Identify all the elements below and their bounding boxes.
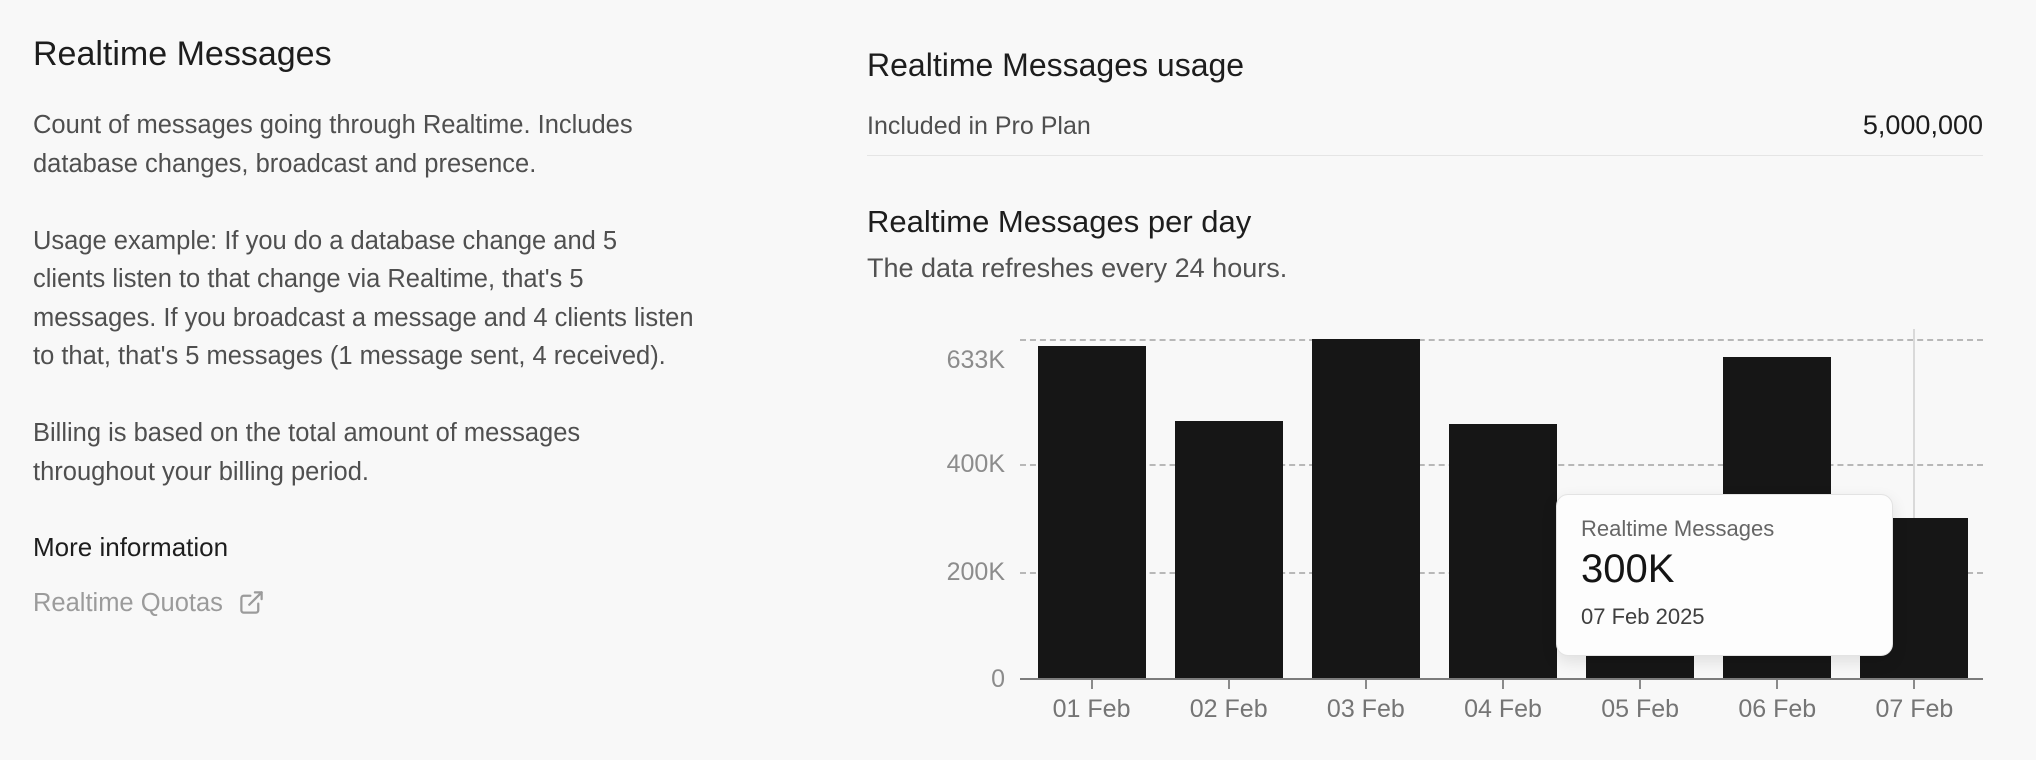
section-usage: Realtime Messages usage Included in Pro … [867, 0, 1983, 743]
bar-03-feb[interactable] [1311, 339, 1420, 679]
x-axis-label-05-feb: 05 Feb [1601, 695, 1680, 723]
bar-04-feb[interactable] [1449, 423, 1557, 679]
realtime-messages-chart: Realtime Messages 300K 07 Feb 2025 0 200K… [867, 329, 1983, 743]
description-paragraph-1: Count of messages going through Realtime… [33, 111, 633, 178]
x-axis-line [1020, 678, 1983, 680]
section-description: Realtime Messages Count of messages goin… [33, 30, 783, 620]
chart-plot-area[interactable]: Realtime Messages 300K 07 Feb 2025 0 200K… [947, 329, 1983, 723]
x-axis-tick-05-feb [1639, 680, 1642, 689]
page-title: Realtime Messages [33, 35, 332, 73]
y-axis-label-633k: 633K [946, 346, 1005, 374]
x-axis-tick-03-feb [1364, 680, 1367, 689]
y-axis-label-400k: 400K [946, 450, 1005, 479]
x-axis-label-02-feb: 02 Feb [1189, 695, 1268, 723]
tooltip-series-name: Realtime Messages [1581, 516, 1775, 541]
x-axis-tick-06-feb [1776, 680, 1779, 689]
gridline-633k [1020, 339, 1983, 341]
x-axis-tick-02-feb [1227, 680, 1230, 689]
tooltip-date: 07 Feb 2025 [1581, 604, 1705, 629]
x-axis-tick-04-feb [1502, 680, 1504, 689]
y-axis-label-200k: 200K [946, 557, 1005, 586]
external-link-icon [238, 589, 265, 616]
bar-01-feb[interactable] [1037, 345, 1146, 679]
x-axis-label-03-feb: 03 Feb [1326, 695, 1405, 723]
quota-plan-label: Included in Pro Plan [867, 112, 1091, 140]
refresh-note: The data refreshes every 24 hours. [867, 253, 1288, 283]
per-day-title: Realtime Messages per day [867, 204, 1252, 239]
realtime-quotas-link[interactable]: Realtime Quotas [33, 586, 265, 620]
x-axis-label-01-feb: 01 Feb [1052, 695, 1131, 723]
realtime-quotas-link-label: Realtime Quotas [33, 588, 223, 617]
quota-included-value: 5,000,000 [1862, 110, 1983, 140]
description-paragraph-2: Usage example: If you do a database chan… [33, 226, 694, 371]
description-paragraph-3: Billing is based on the total amount of … [33, 419, 581, 486]
usage-title: Realtime Messages usage [867, 47, 1245, 83]
hover-cursor-line [1913, 329, 1916, 679]
x-axis-tick-01-feb [1090, 680, 1093, 689]
more-information-heading: More information [33, 531, 229, 562]
y-axis-label-0: 0 [991, 665, 1005, 693]
x-axis-label-07-feb: 07 Feb [1875, 695, 1954, 723]
x-axis-label-06-feb: 06 Feb [1738, 695, 1817, 723]
x-axis-label-04-feb: 04 Feb [1464, 695, 1542, 723]
x-axis-tick-07-feb [1913, 680, 1916, 689]
quota-row: Included in Pro Plan 5,000,000 [867, 110, 1983, 156]
tooltip-value: 300K [1581, 547, 1675, 591]
chart-tooltip: Realtime Messages 300K 07 Feb 2025 [1556, 494, 1893, 656]
bar-02-feb[interactable] [1174, 421, 1283, 679]
